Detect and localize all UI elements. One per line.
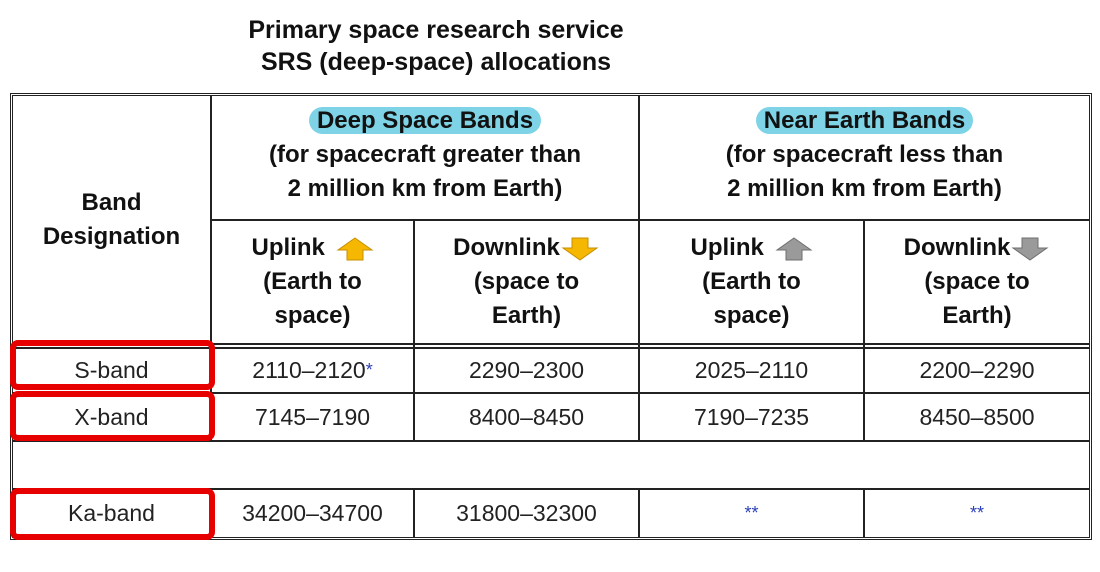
table-cell: 2290–2300 [468, 357, 585, 383]
deep-space-label: Deep Space Bands [308, 107, 542, 134]
down-arrow-icon [561, 237, 599, 261]
near-uplink-line-2: (Earth to [702, 268, 801, 295]
table-cell: 31800–32300 [456, 500, 597, 526]
near-downlink-line-3: Earth) [942, 302, 1012, 329]
title-line-1: Primary space research service [248, 16, 624, 44]
deep-space-line-3: 2 million km from Earth) [287, 175, 563, 202]
deep-downlink-label: Downlink [453, 234, 560, 261]
down-arrow-icon [1011, 237, 1049, 261]
footnote-marker: ** [969, 503, 984, 523]
table-cell: 7190–7235 [693, 403, 810, 430]
table-row-band: X-band [74, 403, 149, 430]
near-earth-label: Near Earth Bands [755, 107, 974, 134]
table-cell: 2200–2290 [919, 357, 1035, 383]
grid-line [13, 347, 1089, 349]
grid-line [413, 488, 415, 537]
near-earth-line-3: 2 million km from Earth) [727, 175, 1002, 202]
footnote-marker: ** [744, 503, 759, 523]
grid-line [638, 488, 640, 537]
table-cell: 8450–8500 [919, 403, 1035, 430]
near-uplink-header: Uplink (Earth to space) [640, 221, 863, 343]
table-row-band: Ka-band [68, 500, 155, 526]
near-downlink-header: Downlink (space to Earth) [865, 221, 1089, 343]
deep-uplink-label: Uplink [251, 234, 325, 261]
grid-line [413, 219, 415, 440]
table-cell: 2025–2110 [694, 357, 809, 383]
grid-line [13, 343, 1089, 345]
highlight-box-ka-band [10, 488, 215, 540]
table-cell: 2110–2120 * [212, 349, 413, 392]
up-arrow-icon [335, 237, 374, 261]
near-uplink-label: Uplink [690, 234, 764, 261]
deep-downlink-line-3: Earth) [491, 302, 562, 329]
band-header-line-1: Band [81, 188, 142, 216]
deep-uplink-line-2: (Earth to [263, 268, 362, 295]
deep-uplink-line-3: space) [274, 302, 351, 329]
highlight-box-s-band [10, 340, 215, 390]
grid-line [863, 219, 865, 440]
up-arrow-icon [774, 237, 813, 261]
table-row-band: S-band [74, 357, 149, 383]
title-line-2: SRS (deep-space) allocations [260, 48, 612, 76]
deep-downlink-line-2: (space to [473, 268, 580, 295]
band-header-line-2: Designation [42, 222, 181, 250]
deep-uplink-header: Uplink (Earth to space) [212, 221, 413, 343]
table-cell: 8400–8450 [468, 403, 585, 430]
grid-line [13, 440, 1089, 442]
table-cell: 7145–7190 [254, 403, 371, 430]
grid-line [13, 392, 1089, 394]
near-uplink-line-3: space) [713, 302, 790, 329]
highlight-box-x-band [10, 391, 215, 441]
band-designation-header: Band Designation [13, 96, 210, 343]
allocations-table [10, 93, 1092, 540]
cell-value: 2110–2120 [252, 357, 366, 383]
page-title: Primary space research service SRS (deep… [162, 14, 710, 78]
table-cell: ** [865, 490, 1089, 537]
near-earth-line-2: (for spacecraft less than [725, 141, 1004, 168]
deep-space-line-2: (for spacecraft greater than [268, 141, 582, 168]
grid-line [211, 219, 1089, 221]
deep-space-header: Deep Space Bands (for spacecraft greater… [212, 104, 638, 216]
grid-line [863, 488, 865, 537]
near-downlink-line-2: (space to [924, 268, 1030, 295]
grid-line [638, 96, 640, 440]
table-cell: 34200–34700 [242, 500, 383, 526]
grid-line [210, 96, 212, 440]
deep-downlink-header: Downlink (space to Earth) [415, 221, 638, 343]
near-earth-header: Near Earth Bands (for spacecraft less th… [640, 104, 1089, 216]
footnote-marker: * [365, 360, 373, 380]
grid-line [13, 488, 1089, 490]
table-cell: ** [640, 490, 863, 537]
near-downlink-label: Downlink [903, 234, 1011, 261]
